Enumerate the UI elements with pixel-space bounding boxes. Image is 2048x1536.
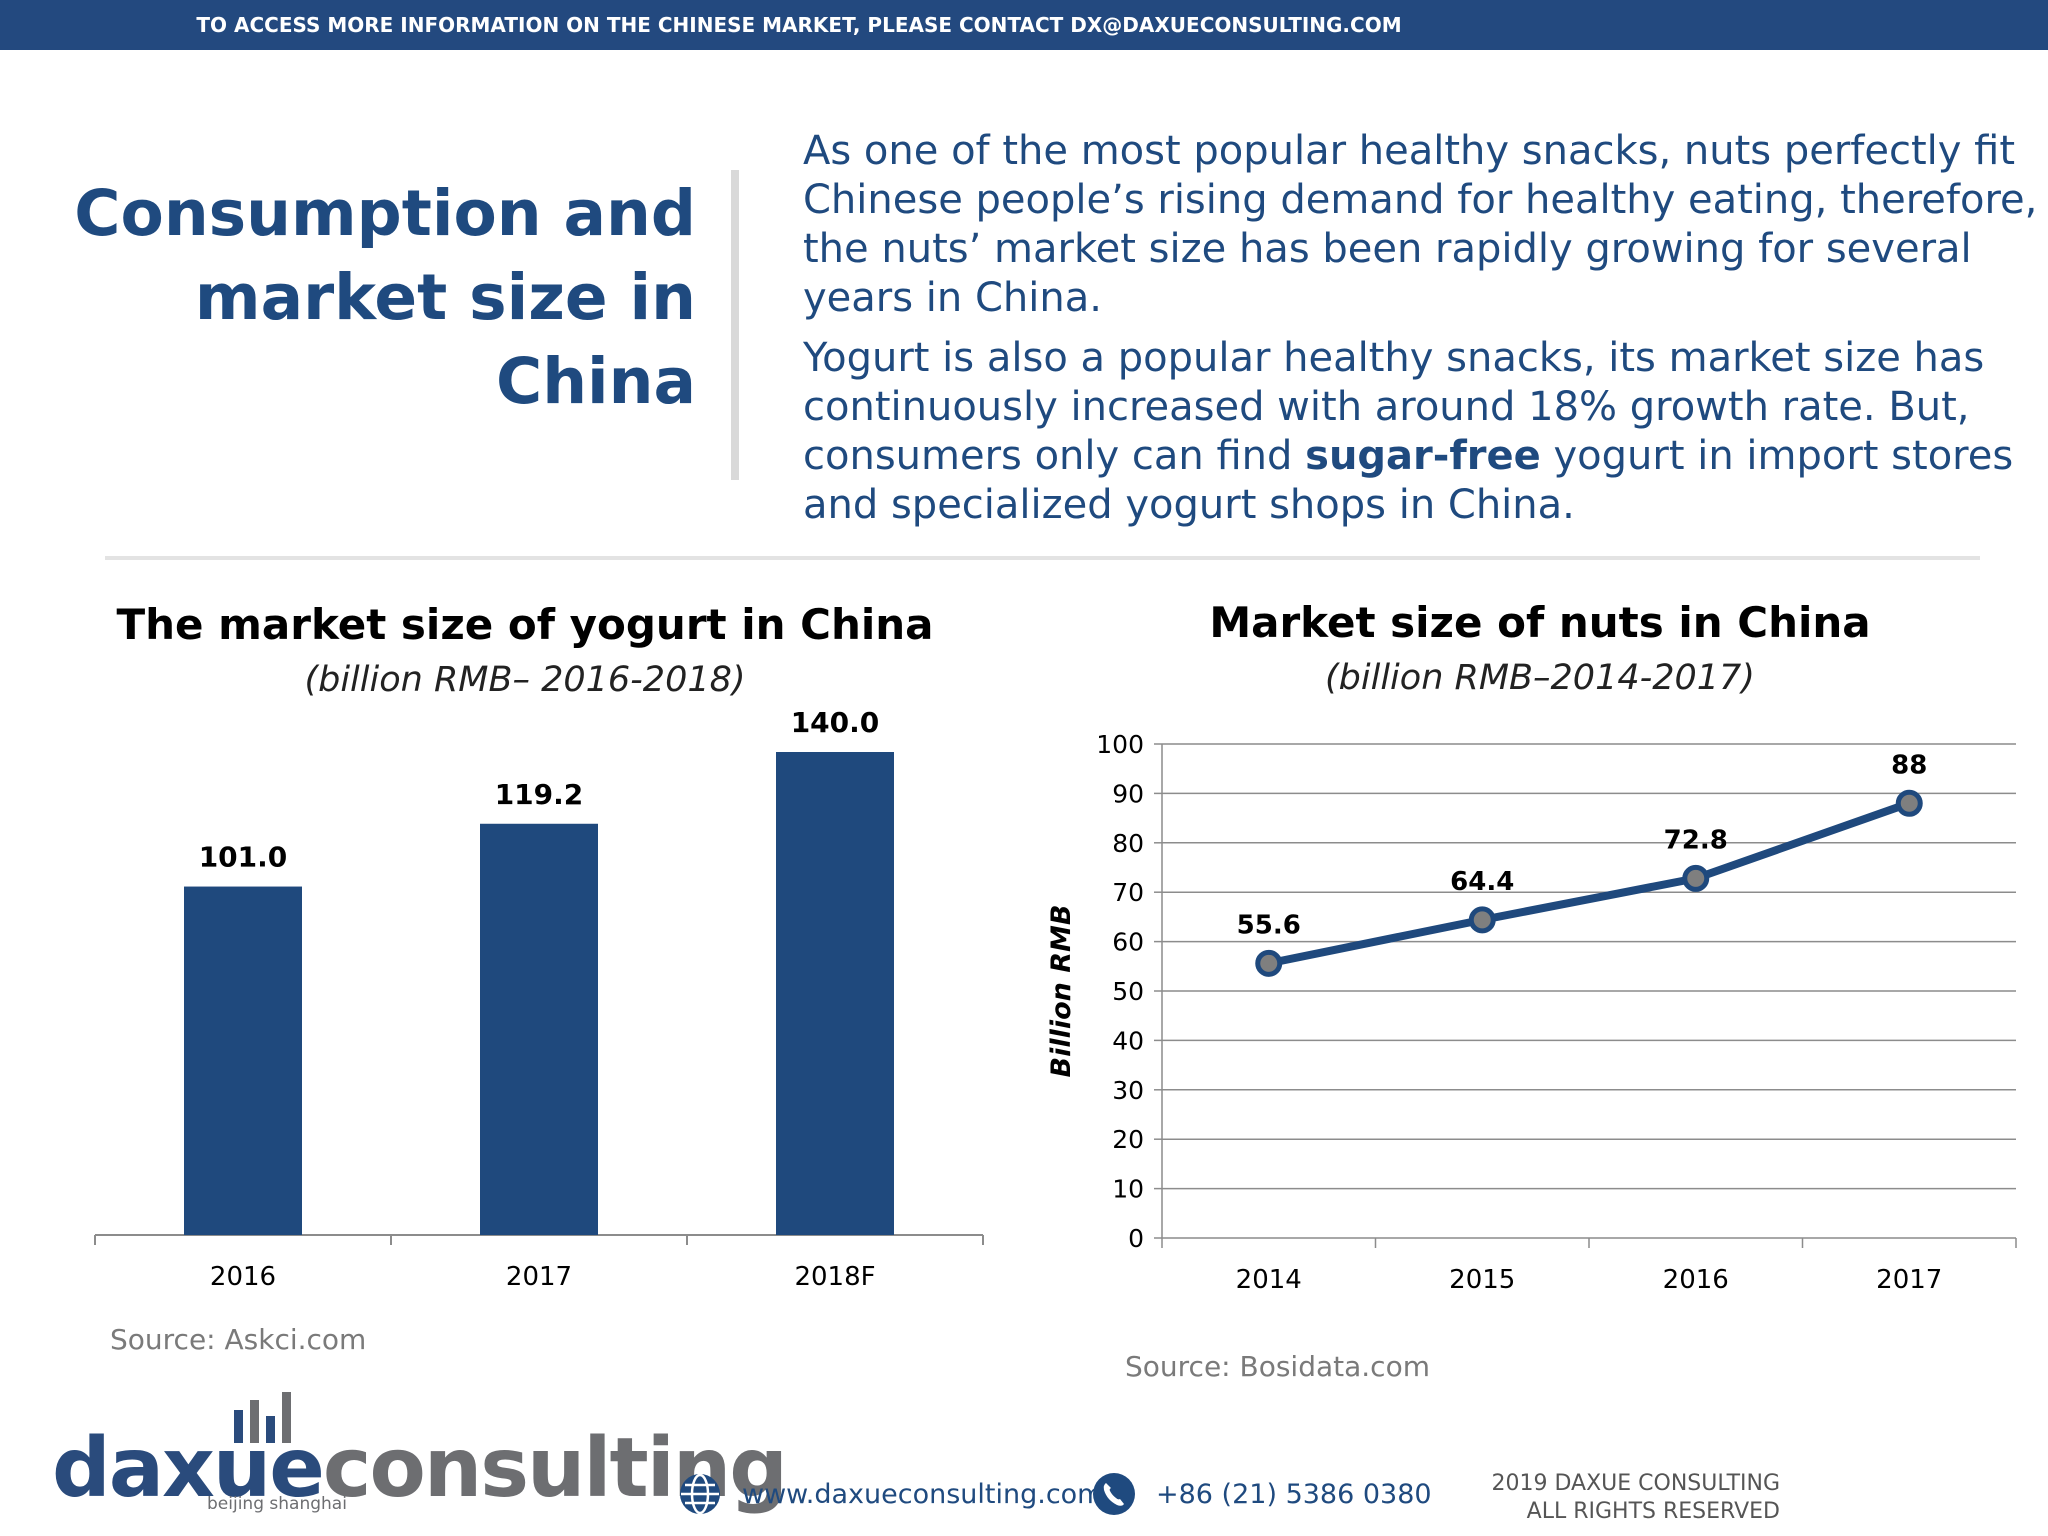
bar xyxy=(776,752,894,1235)
footer-website[interactable]: www.daxueconsulting.com xyxy=(678,1472,1103,1516)
bar-value-label: 140.0 xyxy=(791,706,880,739)
banner-text: TO ACCESS MORE INFORMATION ON THE CHINES… xyxy=(196,13,1402,37)
data-point xyxy=(1682,864,1710,892)
intro-paragraph-2: Yogurt is also a popular healthy snacks,… xyxy=(803,334,2043,530)
data-point xyxy=(1255,949,1283,977)
copyright-line-2: ALL RIGHTS RESERVED xyxy=(1526,1499,1780,1524)
x-category-label: 2017 xyxy=(1876,1265,1942,1295)
website-link[interactable]: www.daxueconsulting.com xyxy=(742,1478,1104,1510)
x-category-label: 2014 xyxy=(1236,1265,1302,1295)
footer-phone[interactable]: +86 (21) 5386 0380 xyxy=(1092,1472,1432,1516)
page-title: Consumption and market size in China xyxy=(74,177,696,418)
intro-text: As one of the most popular healthy snack… xyxy=(803,127,2043,541)
y-tick-label: 80 xyxy=(1112,829,1144,858)
series-line xyxy=(1267,799,1911,968)
bar-category-label: 2018F xyxy=(794,1262,875,1292)
point-value-label: 64.4 xyxy=(1450,867,1514,897)
top-banner: TO ACCESS MORE INFORMATION ON THE CHINES… xyxy=(0,0,2048,50)
yogurt-chart-title: The market size of yogurt in China xyxy=(116,600,934,649)
yogurt-bar-chart: 101.0 2016 119.2 2017 140.0 2018F xyxy=(94,706,984,1292)
daxue-logo: daxueconsulting beijing shanghai xyxy=(52,1388,788,1518)
x-category-label: 2016 xyxy=(1663,1265,1729,1295)
y-tick-label: 0 xyxy=(1128,1224,1144,1253)
nuts-chart-subtitle: (billion RMB–2014-2017) xyxy=(1325,658,1755,698)
bar-value-label: 101.0 xyxy=(199,841,288,874)
nuts-chart-title: Market size of nuts in China xyxy=(1209,598,1871,647)
point-value-label: 88 xyxy=(1891,750,1927,780)
phone-icon xyxy=(1093,1473,1135,1515)
point-value-label: 72.8 xyxy=(1664,825,1728,855)
nuts-line-chart: 0 10 20 30 40 50 60 70 80 90 100 55.6 2014 64.4 2015 72… xyxy=(1046,730,2017,1295)
nuts-source: Source: Bosidata.com xyxy=(1125,1350,1430,1383)
bar-category-label: 2017 xyxy=(506,1262,572,1292)
yogurt-source: Source: Askci.com xyxy=(110,1323,367,1356)
yogurt-chart-subtitle: (billion RMB– 2016-2018) xyxy=(304,660,746,700)
y-tick-label: 40 xyxy=(1112,1026,1144,1055)
data-point xyxy=(1895,789,1923,817)
y-tick-label: 20 xyxy=(1112,1125,1144,1154)
intro-p2-bold: sugar-free xyxy=(1305,433,1541,479)
y-axis-label: Billion RMB xyxy=(1046,904,1077,1077)
y-tick-label: 70 xyxy=(1112,878,1144,907)
copyright: 2019 DAXUE CONSULTING ALL RIGHTS RESERVE… xyxy=(1470,1470,1780,1526)
bar-value-label: 119.2 xyxy=(495,778,584,811)
logo-wordmark: daxueconsulting xyxy=(52,1421,788,1516)
logo-tagline: beijing shanghai xyxy=(207,1494,347,1514)
data-point xyxy=(1468,906,1496,934)
x-category-label: 2015 xyxy=(1449,1265,1515,1295)
copyright-line-1: 2019 DAXUE CONSULTING xyxy=(1491,1471,1780,1496)
globe-icon xyxy=(680,1473,720,1515)
intro-p2-end: yogurt in import stores and specialized … xyxy=(803,433,2014,528)
logo-bars-icon xyxy=(234,1392,291,1443)
bar xyxy=(184,886,302,1235)
y-tick-label: 50 xyxy=(1112,977,1144,1006)
vertical-divider xyxy=(731,170,739,480)
y-tick-label: 60 xyxy=(1112,928,1144,957)
y-tick-label: 100 xyxy=(1096,730,1144,759)
y-tick-label: 30 xyxy=(1112,1076,1144,1105)
intro-paragraph-1: As one of the most popular healthy snack… xyxy=(803,128,2038,321)
phone-number[interactable]: +86 (21) 5386 0380 xyxy=(1156,1478,1432,1510)
y-tick-label: 90 xyxy=(1112,779,1144,808)
horizontal-divider xyxy=(105,556,1980,560)
y-tick-label: 10 xyxy=(1112,1175,1144,1204)
intro-p2-start: Yogurt is also a popular healthy snacks,… xyxy=(803,335,1985,479)
point-value-label: 55.6 xyxy=(1237,910,1301,940)
bar xyxy=(480,823,598,1235)
bar-category-label: 2016 xyxy=(210,1262,276,1292)
